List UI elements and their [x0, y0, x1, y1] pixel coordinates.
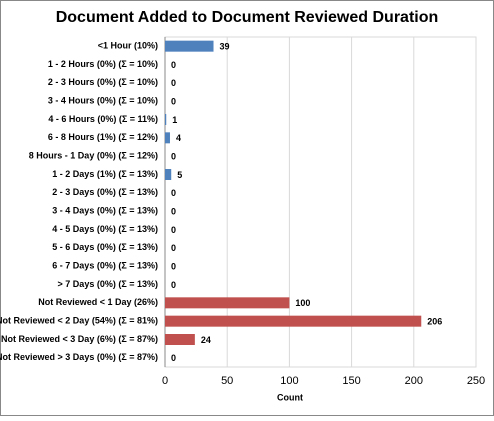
x-tick-label: 0 [162, 375, 168, 387]
y-tick-label: > 7 Days (0%) (Σ = 13%) [58, 279, 158, 289]
data-label: 4 [176, 133, 181, 143]
y-tick-label: 1 - 2 Days (1%) (Σ = 13%) [52, 169, 158, 179]
data-label: 0 [171, 353, 176, 363]
x-tick-label: 100 [280, 375, 298, 387]
bar [165, 132, 170, 144]
y-tick-label: Not Reviewed < 1 Day (26%) [38, 297, 158, 307]
y-tick-label: Not Reviewed < 2 Day (54%) (Σ = 81%) [0, 316, 158, 326]
data-label: 0 [171, 225, 176, 235]
data-label: 0 [171, 152, 176, 162]
data-label: 0 [171, 243, 176, 253]
y-tick-label: Not Reviewed < 3 Day (6%) (Σ = 87%) [1, 334, 158, 344]
y-tick-label: 2 - 3 Days (0%) (Σ = 13%) [52, 187, 158, 197]
y-tick-label: 3 - 4 Hours (0%) (Σ = 10%) [48, 96, 158, 106]
y-tick-label: 4 - 5 Days (0%) (Σ = 13%) [52, 224, 158, 234]
data-label: 100 [295, 298, 310, 308]
x-axis-label: Count [277, 392, 303, 402]
data-label: 0 [171, 280, 176, 290]
data-label: 0 [171, 207, 176, 217]
x-tick-label: 50 [221, 375, 233, 387]
y-tick-label: 5 - 6 Days (0%) (Σ = 13%) [52, 242, 158, 252]
bar [165, 114, 167, 125]
y-tick-label: 6 - 8 Hours (1%) (Σ = 12%) [48, 132, 158, 142]
bar [165, 334, 195, 345]
x-tick-label: 200 [405, 375, 423, 387]
data-label: 0 [171, 188, 176, 198]
data-label: 24 [201, 335, 211, 345]
x-tick-label: 150 [342, 375, 360, 387]
data-label: 0 [171, 97, 176, 107]
bar [165, 297, 290, 309]
y-tick-label: 1 - 2 Hours (0%) (Σ = 10%) [48, 59, 158, 69]
bar [165, 169, 172, 180]
y-tick-label: 8 Hours - 1 Day (0%) (Σ = 12%) [29, 151, 158, 161]
y-tick-label: 4 - 6 Hours (0%) (Σ = 11%) [48, 114, 158, 124]
data-label: 206 [427, 317, 442, 327]
y-tick-label: 6 - 7 Days (0%) (Σ = 13%) [52, 261, 158, 271]
data-label: 5 [177, 170, 182, 180]
data-label: 1 [172, 115, 177, 125]
bar [165, 315, 422, 327]
data-label: 0 [171, 78, 176, 88]
data-label: 39 [220, 42, 230, 52]
bar [165, 40, 214, 52]
y-tick-label: <1 Hour (10%) [98, 41, 158, 51]
y-tick-label: 2 - 3 Hours (0%) (Σ = 10%) [48, 77, 158, 87]
x-tick-label: 250 [467, 375, 485, 387]
data-label: 0 [171, 60, 176, 70]
chart-title: Document Added to Document Reviewed Dura… [56, 9, 439, 26]
y-tick-label: Not Reviewed > 3 Days (0%) (Σ = 87%) [0, 352, 158, 362]
data-label: 0 [171, 262, 176, 272]
y-tick-label: 3 - 4 Days (0%) (Σ = 13%) [52, 206, 158, 216]
